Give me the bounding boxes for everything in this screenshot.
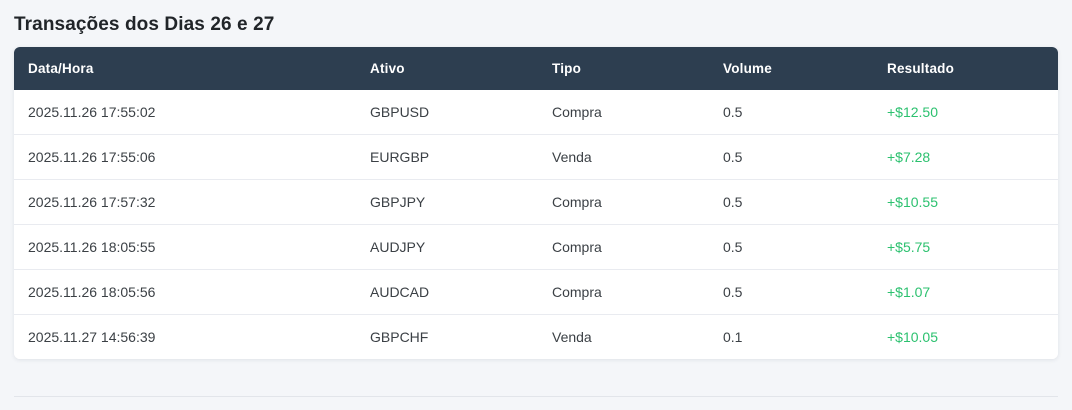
table-row: 2025.11.26 17:55:02 GBPUSD Compra 0.5 +$… <box>14 90 1058 135</box>
cell-result: +$7.28 <box>873 134 1058 180</box>
cell-datetime: 2025.11.27 14:56:39 <box>14 314 356 359</box>
table-row: 2025.11.27 14:56:39 GBPCHF Venda 0.1 +$1… <box>14 314 1058 359</box>
cell-result: +$10.55 <box>873 179 1058 225</box>
cell-type: Venda <box>538 314 709 359</box>
cell-result: +$5.75 <box>873 224 1058 270</box>
cell-result: +$12.50 <box>873 90 1058 135</box>
cell-asset: EURGBP <box>356 134 538 180</box>
cell-datetime: 2025.11.26 17:57:32 <box>14 179 356 225</box>
table-header: Data/Hora Ativo Tipo Volume Resultado <box>14 47 1058 90</box>
column-header-type: Tipo <box>538 47 709 90</box>
bottom-divider <box>14 396 1058 397</box>
page-title: Transações dos Dias 26 e 27 <box>14 14 275 35</box>
transactions-table-card: Data/Hora Ativo Tipo Volume Resultado 20… <box>14 47 1058 359</box>
table-row: 2025.11.26 17:57:32 GBPJPY Compra 0.5 +$… <box>14 179 1058 225</box>
column-header-result: Resultado <box>873 47 1058 90</box>
transactions-page: Transações dos Dias 26 e 27 Data/Hora At… <box>14 14 1058 397</box>
table-row: 2025.11.26 17:55:06 EURGBP Venda 0.5 +$7… <box>14 134 1058 180</box>
cell-type: Compra <box>538 90 709 135</box>
column-header-asset: Ativo <box>356 47 538 90</box>
cell-datetime: 2025.11.26 17:55:06 <box>14 134 356 180</box>
cell-volume: 0.5 <box>709 179 873 225</box>
cell-datetime: 2025.11.26 18:05:55 <box>14 224 356 270</box>
table-body: 2025.11.26 17:55:02 GBPUSD Compra 0.5 +$… <box>14 90 1058 359</box>
cell-volume: 0.5 <box>709 224 873 270</box>
table-row: 2025.11.26 18:05:56 AUDCAD Compra 0.5 +$… <box>14 269 1058 315</box>
cell-asset: AUDCAD <box>356 269 538 315</box>
cell-asset: GBPUSD <box>356 90 538 135</box>
cell-volume: 0.5 <box>709 269 873 315</box>
table-row: 2025.11.26 18:05:55 AUDJPY Compra 0.5 +$… <box>14 224 1058 270</box>
column-header-volume: Volume <box>709 47 873 90</box>
cell-type: Compra <box>538 269 709 315</box>
cell-volume: 0.1 <box>709 314 873 359</box>
cell-datetime: 2025.11.26 17:55:02 <box>14 90 356 135</box>
cell-type: Compra <box>538 224 709 270</box>
cell-result: +$1.07 <box>873 269 1058 315</box>
cell-type: Venda <box>538 134 709 180</box>
cell-volume: 0.5 <box>709 90 873 135</box>
cell-datetime: 2025.11.26 18:05:56 <box>14 269 356 315</box>
transactions-table: Data/Hora Ativo Tipo Volume Resultado 20… <box>14 47 1058 359</box>
cell-asset: GBPJPY <box>356 179 538 225</box>
cell-asset: AUDJPY <box>356 224 538 270</box>
cell-result: +$10.05 <box>873 314 1058 359</box>
cell-volume: 0.5 <box>709 134 873 180</box>
cell-asset: GBPCHF <box>356 314 538 359</box>
cell-type: Compra <box>538 179 709 225</box>
column-header-datetime: Data/Hora <box>14 47 356 90</box>
table-header-row: Data/Hora Ativo Tipo Volume Resultado <box>14 47 1058 90</box>
